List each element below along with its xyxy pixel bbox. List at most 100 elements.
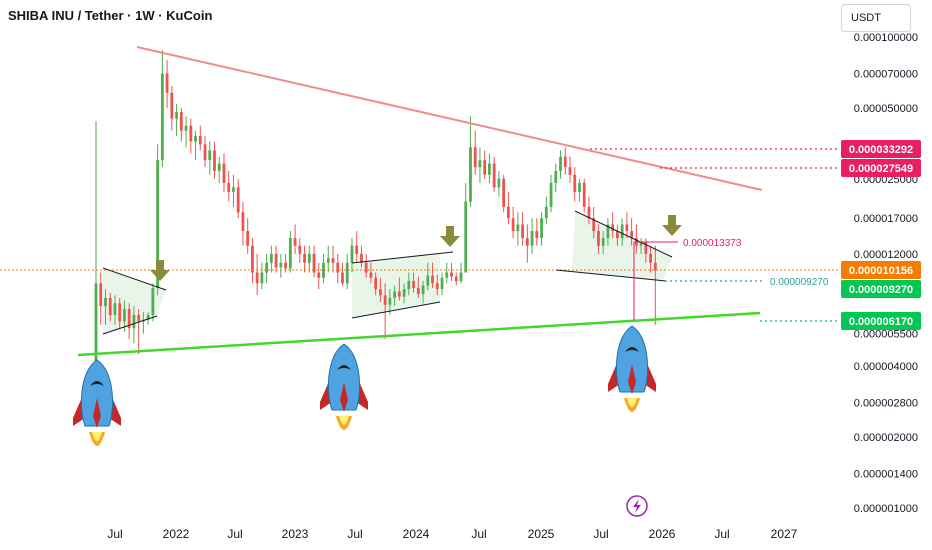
candle-body xyxy=(492,163,496,188)
candle-body xyxy=(284,262,287,269)
candle-body xyxy=(416,287,420,295)
down-arrow-icon xyxy=(150,260,170,281)
candle-body xyxy=(568,167,572,175)
candle-body xyxy=(549,182,553,207)
candle-body xyxy=(644,241,648,254)
rocket-center-fin xyxy=(628,364,636,394)
down-arrow-icon xyxy=(662,215,682,236)
candle-body xyxy=(388,297,392,305)
candle-body xyxy=(265,262,269,273)
candle-body xyxy=(464,201,468,273)
wedge-pattern-area xyxy=(572,213,672,280)
candle-body xyxy=(189,125,193,142)
y-tick-label: 0.000005500 xyxy=(854,329,918,341)
candle-body xyxy=(104,297,107,307)
candle-body xyxy=(336,262,340,273)
candle-body xyxy=(146,314,150,320)
candle-body xyxy=(274,253,278,268)
candle-body xyxy=(459,272,463,282)
candle-body xyxy=(440,277,444,290)
candle-body xyxy=(573,174,577,192)
candle-body xyxy=(317,272,321,278)
candle-body xyxy=(540,218,543,239)
candle-body xyxy=(407,281,411,290)
candle-body xyxy=(293,238,297,246)
candle-body xyxy=(397,291,401,297)
candle-body xyxy=(402,289,406,297)
candle-body xyxy=(123,308,126,322)
candle-body xyxy=(175,112,178,119)
candle-body xyxy=(326,258,330,263)
candle-body xyxy=(421,285,425,295)
x-tick-label: Jul xyxy=(714,527,729,541)
candle-body xyxy=(625,224,629,232)
candle-body xyxy=(578,182,581,192)
x-tick-label: 2027 xyxy=(771,527,798,541)
rocket-center-fin xyxy=(93,398,101,428)
candle-body xyxy=(179,112,183,131)
candle-body xyxy=(554,170,558,183)
candle-body xyxy=(246,231,250,246)
y-tick-label: 0.000004000 xyxy=(854,361,918,373)
price-badge xyxy=(841,280,921,298)
price-badge-label: 0.000010156 xyxy=(849,265,913,277)
price-badge-label: 0.000009270 xyxy=(849,284,913,296)
candle-body xyxy=(132,314,136,329)
support-trendline xyxy=(77,311,761,357)
candle-body xyxy=(99,283,103,307)
candle-body xyxy=(488,163,491,175)
candle-body xyxy=(165,73,169,93)
candle-body xyxy=(322,262,325,278)
candle-body xyxy=(208,150,212,161)
candle-body xyxy=(450,272,453,277)
candle-body xyxy=(435,283,439,290)
candle-body xyxy=(194,135,197,142)
currency-selector[interactable]: USDT xyxy=(841,4,911,32)
candle-body xyxy=(360,253,363,263)
candle-body xyxy=(303,253,306,263)
candle-body xyxy=(469,147,472,202)
candle-body xyxy=(502,178,506,207)
wedge-upper-line xyxy=(574,210,673,258)
candle-body xyxy=(592,218,596,232)
candle-body xyxy=(151,287,155,315)
candle-body xyxy=(345,262,349,284)
candle-body xyxy=(639,241,643,246)
candle-body xyxy=(383,295,387,305)
price-badge-label: 0.000033292 xyxy=(849,144,913,156)
y-tick-label: 0.000100000 xyxy=(854,32,918,44)
arrow-shape xyxy=(662,215,682,236)
rocket-flame-core xyxy=(627,398,637,407)
candle-body xyxy=(379,289,382,296)
x-tick-label: Jul xyxy=(593,527,608,541)
x-tick-label: Jul xyxy=(227,527,242,541)
candle-body xyxy=(563,156,567,168)
candle-body xyxy=(374,277,378,290)
candle-body xyxy=(431,275,434,284)
candle-body xyxy=(506,206,510,219)
x-tick-label: 2025 xyxy=(528,527,555,541)
candle-body xyxy=(160,73,164,161)
candle-body xyxy=(113,303,117,315)
y-tick-label: 0.000001400 xyxy=(854,469,918,481)
candle-body xyxy=(606,224,610,239)
y-tick-label: 0.000070000 xyxy=(854,68,918,80)
candle-body xyxy=(312,253,316,273)
candle-body xyxy=(582,182,586,207)
candle-body xyxy=(355,245,359,254)
candle-body xyxy=(307,253,311,263)
candle-body xyxy=(170,92,174,119)
triangle-lower-line xyxy=(102,315,158,335)
candle-body xyxy=(236,187,240,213)
y-tick-label: 0.000050000 xyxy=(854,103,918,115)
y-tick-label: 0.000002000 xyxy=(854,432,918,444)
candle-body xyxy=(184,125,188,131)
candle-body xyxy=(94,283,98,393)
candle-body xyxy=(241,212,245,232)
candle-body xyxy=(108,297,112,315)
channel-upper-line xyxy=(351,251,454,264)
candle-body xyxy=(620,224,624,239)
candle-body xyxy=(279,262,283,268)
candle-body xyxy=(364,262,368,273)
candle-body xyxy=(232,187,235,192)
